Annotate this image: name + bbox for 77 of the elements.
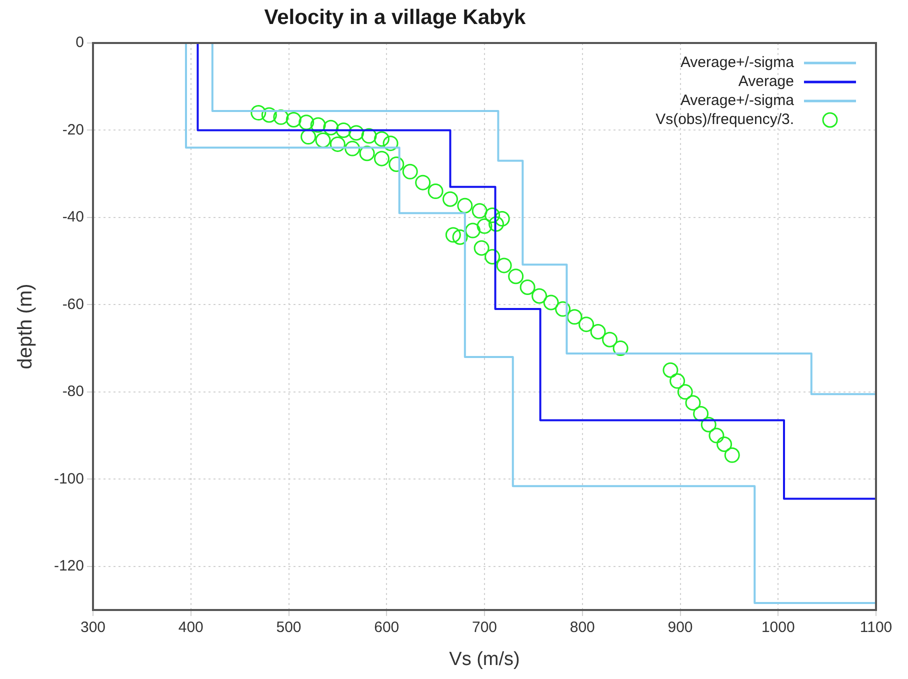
point — [300, 129, 316, 145]
point — [273, 109, 289, 125]
point — [602, 332, 618, 348]
point — [428, 184, 444, 200]
x-tick-label: 800 — [570, 619, 595, 636]
point — [578, 316, 594, 332]
point — [261, 107, 277, 123]
x-tick-label: 700 — [472, 619, 498, 636]
point — [361, 128, 377, 144]
x-tick-label: 300 — [80, 619, 106, 636]
point — [476, 218, 492, 234]
point — [685, 395, 701, 411]
y-tick-label: -40 — [62, 208, 84, 226]
point — [457, 198, 473, 214]
point — [494, 211, 510, 227]
point — [286, 112, 302, 128]
point — [693, 406, 709, 422]
x-tick-label: 900 — [668, 619, 693, 636]
point — [336, 122, 352, 138]
point — [496, 258, 512, 274]
point — [543, 294, 559, 310]
point — [374, 131, 390, 147]
point — [700, 416, 716, 432]
x-tick-label: 1100 — [860, 619, 892, 636]
y-tick-label: -60 — [62, 296, 84, 313]
point — [708, 428, 724, 444]
point — [590, 324, 606, 340]
point — [323, 120, 339, 136]
point — [472, 203, 488, 219]
point — [716, 436, 732, 452]
point — [298, 114, 314, 130]
point — [662, 362, 678, 378]
point — [724, 447, 740, 463]
point — [415, 174, 431, 190]
point — [382, 136, 398, 152]
point — [566, 309, 582, 325]
point — [452, 229, 468, 245]
point — [474, 240, 490, 256]
y-tick-label: -120 — [54, 558, 84, 575]
point — [465, 222, 481, 238]
x-tick-label: 400 — [178, 619, 204, 636]
point — [484, 248, 500, 264]
point — [348, 125, 364, 141]
point — [310, 117, 326, 133]
point — [532, 288, 548, 304]
x-tick-label: 600 — [374, 619, 400, 636]
point — [488, 216, 504, 232]
y-axis-title: depth (m) — [14, 284, 37, 370]
x-axis-title: Vs (m/s) — [449, 648, 520, 670]
x-tick-label: 500 — [276, 619, 302, 636]
y-tick-label: 0 — [76, 34, 84, 52]
point — [359, 146, 375, 162]
legend-label: Average — [738, 73, 794, 90]
point — [250, 105, 266, 121]
y-tick-label: -20 — [62, 121, 84, 138]
y-tick-label: -100 — [54, 470, 84, 488]
legend-label: Average+/-sigma — [680, 54, 795, 72]
point — [445, 227, 461, 243]
point — [402, 164, 418, 180]
y-tick-label: -80 — [62, 383, 84, 400]
chart-title: Velocity in a village Kabyk — [264, 6, 526, 29]
point — [388, 156, 404, 172]
point — [330, 136, 346, 152]
point — [612, 340, 628, 356]
point — [520, 279, 536, 295]
legend-label: Vs(obs)/frequency/3. — [656, 111, 794, 128]
point — [344, 140, 360, 156]
x-tick-label: 1000 — [761, 619, 795, 636]
point — [315, 132, 331, 148]
point — [484, 208, 500, 224]
point — [555, 301, 571, 317]
point — [442, 191, 458, 207]
legend-label: Average+/-sigma — [680, 92, 795, 110]
point — [374, 150, 390, 166]
point — [677, 384, 693, 400]
point — [508, 268, 524, 284]
point — [670, 373, 686, 389]
